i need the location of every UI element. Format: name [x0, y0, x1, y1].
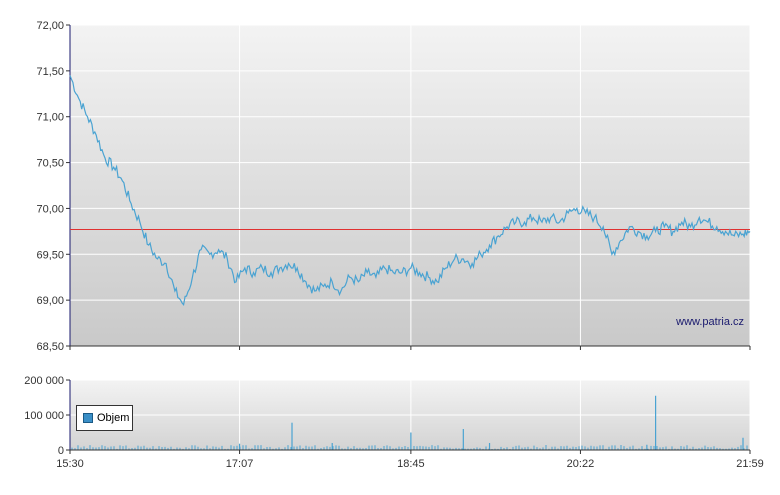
xtick-label: 15:30: [56, 458, 84, 470]
volume-legend: Objem: [76, 405, 133, 431]
xtick-label: 18:45: [397, 458, 425, 470]
watermark[interactable]: www.patria.cz: [676, 316, 744, 328]
volume-ytick-label: 100 000: [24, 410, 64, 422]
price-plot-area: [70, 25, 750, 346]
volume-ytick-label: 0: [58, 445, 64, 457]
volume-ytick-label: 200 000: [24, 375, 64, 387]
price-series-line: [69, 75, 751, 307]
legend-label: Objem: [97, 412, 130, 424]
price-ytick-label: 72,00: [36, 20, 64, 32]
price-ytick-label: 69,00: [36, 295, 64, 307]
price-ytick-label: 71,00: [36, 112, 64, 124]
price-ytick-label: 68,50: [36, 341, 64, 353]
price-ytick-label: 71,50: [36, 66, 64, 78]
price-ytick-label: 69,50: [36, 249, 64, 261]
xtick-label: 17:07: [226, 458, 254, 470]
xtick-label: 20:22: [567, 458, 595, 470]
volume-panel: 200 000 100 000 015:30 17:07 18:45 20:22 21:59: [24, 375, 764, 470]
price-panel: 72,00 71,50 71,00 70,50 70,00 69,50 69,00 68,50: [36, 20, 751, 353]
price-ytick-label: 70,50: [36, 158, 64, 170]
xtick-label: 21:59: [736, 458, 764, 470]
price-ytick-label: 70,00: [36, 203, 64, 215]
legend-swatch-icon: [83, 413, 93, 423]
